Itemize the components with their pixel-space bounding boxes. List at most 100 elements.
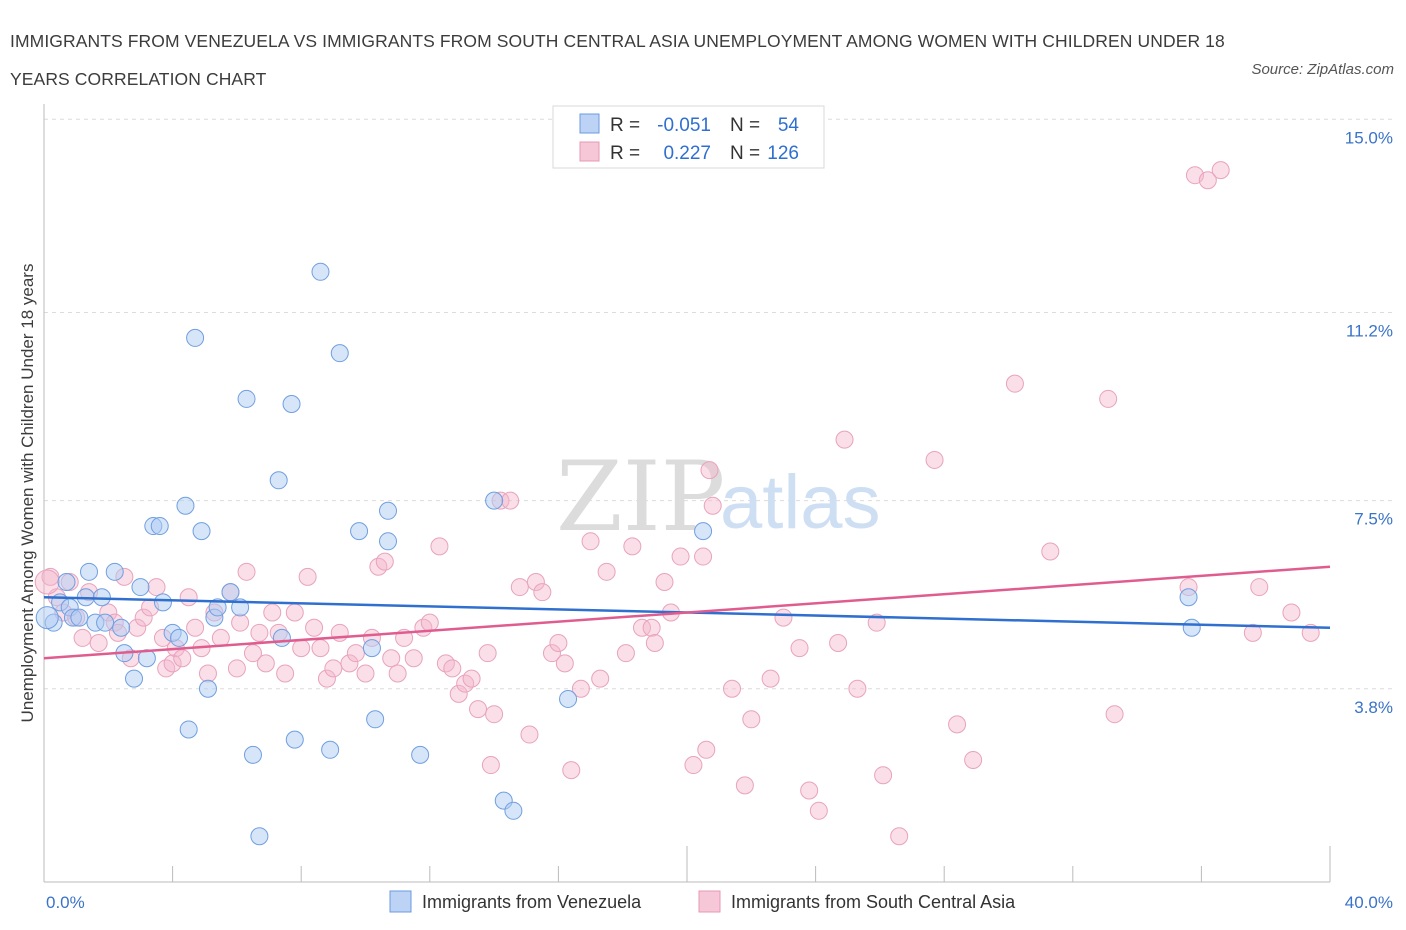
data-point-venezuela xyxy=(198,679,217,698)
data-point-south-central-asia xyxy=(256,654,275,673)
data-point-south-central-asia xyxy=(324,659,343,678)
data-point-south-central-asia xyxy=(292,639,311,658)
data-point-venezuela xyxy=(70,608,89,627)
data-point-south-central-asia xyxy=(1041,542,1060,561)
data-point-south-central-asia xyxy=(388,664,407,683)
data-point-venezuela xyxy=(285,730,304,749)
x-tick-label-min: 0.0% xyxy=(46,893,85,912)
data-point-south-central-asia xyxy=(694,547,713,566)
data-point-south-central-asia xyxy=(1105,705,1124,724)
data-point-south-central-asia xyxy=(469,700,488,719)
data-point-south-central-asia xyxy=(809,801,828,820)
data-point-south-central-asia xyxy=(430,537,449,556)
data-point-south-central-asia xyxy=(420,613,439,632)
data-point-south-central-asia xyxy=(697,740,716,759)
y-tick-label: 7.5% xyxy=(1354,510,1393,529)
data-point-south-central-asia xyxy=(1250,578,1269,597)
data-point-south-central-asia xyxy=(581,532,600,551)
series-legend-swatch-venezuela xyxy=(389,890,412,913)
data-point-south-central-asia xyxy=(655,572,674,591)
data-point-south-central-asia xyxy=(555,654,574,673)
data-point-venezuela xyxy=(1179,588,1198,607)
data-point-south-central-asia xyxy=(163,654,182,673)
y-tick-label: 15.0% xyxy=(1345,128,1393,147)
data-point-venezuela xyxy=(170,628,189,647)
data-point-south-central-asia xyxy=(501,491,520,510)
data-point-venezuela xyxy=(186,328,205,347)
data-point-venezuela xyxy=(150,517,169,536)
data-point-south-central-asia xyxy=(449,684,468,703)
series-venezuela-points xyxy=(35,262,1201,846)
chart-title: IMMIGRANTS FROM VENEZUELA VS IMMIGRANTS … xyxy=(10,31,1225,89)
data-point-south-central-asia xyxy=(237,562,256,581)
data-point-south-central-asia xyxy=(632,618,651,637)
data-point-south-central-asia xyxy=(276,664,295,683)
data-point-south-central-asia xyxy=(462,669,481,688)
series-legend: Immigrants from Venezuela Immigrants fro… xyxy=(389,890,1016,913)
data-point-south-central-asia xyxy=(263,603,282,622)
data-point-south-central-asia xyxy=(179,588,198,607)
data-point-venezuela xyxy=(411,745,430,764)
data-point-south-central-asia xyxy=(761,669,780,688)
data-point-south-central-asia xyxy=(356,664,375,683)
data-point-venezuela xyxy=(350,522,369,541)
data-point-south-central-asia xyxy=(382,649,401,668)
data-point-south-central-asia xyxy=(964,750,983,769)
data-point-venezuela xyxy=(125,669,144,688)
data-point-south-central-asia xyxy=(485,705,504,724)
data-point-south-central-asia xyxy=(198,664,217,683)
legend-r-label-1: R = xyxy=(610,115,640,136)
y-tick-labels: 3.8% 7.5% 11.2% 15.0% xyxy=(1345,128,1393,717)
data-point-south-central-asia xyxy=(700,461,719,480)
data-point-south-central-asia xyxy=(250,623,269,642)
data-point-south-central-asia xyxy=(874,766,893,785)
data-point-south-central-asia xyxy=(735,776,754,795)
data-point-south-central-asia xyxy=(591,669,610,688)
data-point-south-central-asia xyxy=(73,628,92,647)
data-point-south-central-asia xyxy=(835,430,854,449)
series-south-central-asia-points xyxy=(34,161,1320,846)
south-central-asia-trend-line xyxy=(43,565,1331,660)
data-point-venezuela xyxy=(272,628,291,647)
data-point-south-central-asia xyxy=(562,761,581,780)
data-point-venezuela xyxy=(311,262,330,281)
data-point-venezuela xyxy=(57,572,76,591)
data-point-venezuela xyxy=(153,593,172,612)
data-point-south-central-asia xyxy=(317,669,336,688)
data-point-south-central-asia xyxy=(340,654,359,673)
data-point-venezuela xyxy=(559,689,578,708)
watermark-atlas: atlas xyxy=(720,460,881,545)
data-point-south-central-asia xyxy=(298,567,317,586)
data-point-venezuela xyxy=(192,522,211,541)
data-point-venezuela xyxy=(208,598,227,617)
legend-n-label-2: N = xyxy=(730,143,760,164)
data-point-venezuela xyxy=(243,745,262,764)
watermark: ZIP atlas xyxy=(556,441,881,553)
data-point-venezuela xyxy=(269,471,288,490)
data-point-venezuela xyxy=(366,710,385,729)
data-point-south-central-asia xyxy=(848,679,867,698)
data-point-venezuela xyxy=(237,389,256,408)
data-point-venezuela xyxy=(485,491,504,510)
y-tick-label: 11.2% xyxy=(1346,321,1393,340)
y-axis-label: Unemployment Among Women with Children U… xyxy=(18,264,37,723)
data-point-south-central-asia xyxy=(481,756,500,775)
data-point-south-central-asia xyxy=(89,634,108,653)
data-point-south-central-asia xyxy=(703,496,722,515)
data-point-south-central-asia xyxy=(684,756,703,775)
data-point-south-central-asia xyxy=(404,649,423,668)
data-point-venezuela xyxy=(176,496,195,515)
data-point-venezuela xyxy=(96,613,115,632)
data-point-south-central-asia xyxy=(443,659,462,678)
data-point-south-central-asia xyxy=(948,715,967,734)
data-point-south-central-asia xyxy=(34,569,60,595)
data-point-venezuela xyxy=(250,827,269,846)
data-point-south-central-asia xyxy=(867,613,886,632)
data-point-south-central-asia xyxy=(1282,603,1301,622)
data-point-south-central-asia xyxy=(800,781,819,800)
series-legend-label-south-central-asia: Immigrants from South Central Asia xyxy=(731,892,1016,912)
data-point-south-central-asia xyxy=(305,618,324,637)
data-point-south-central-asia xyxy=(790,639,809,658)
y-tick-label: 3.8% xyxy=(1354,698,1393,717)
data-point-south-central-asia xyxy=(231,613,250,632)
